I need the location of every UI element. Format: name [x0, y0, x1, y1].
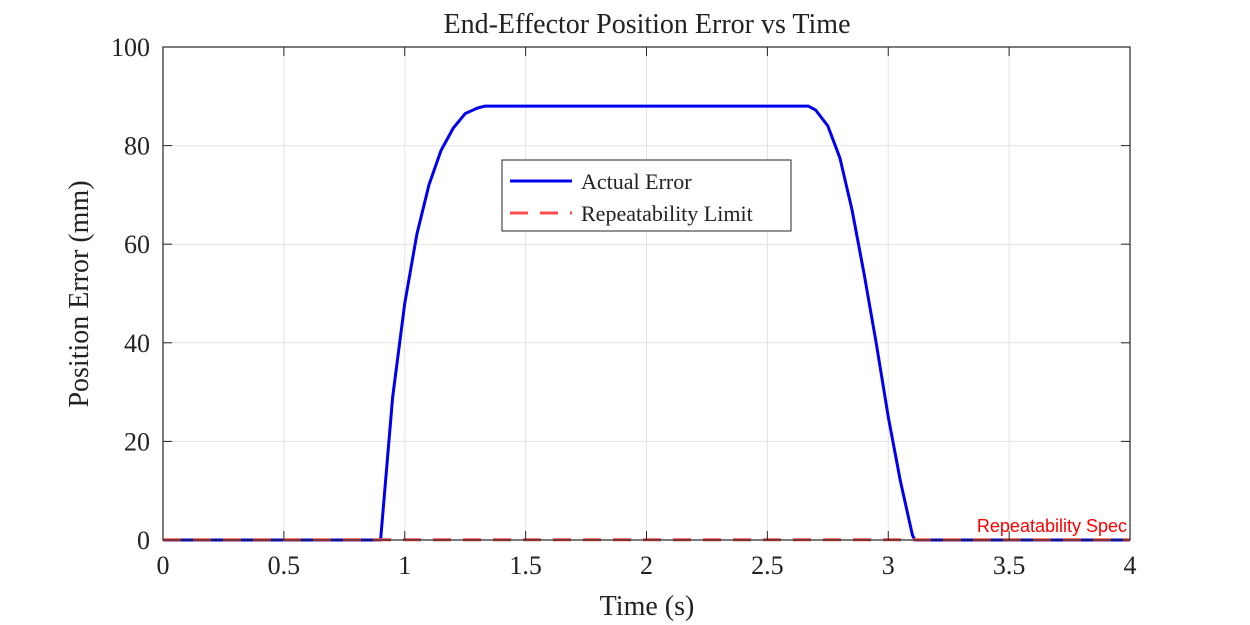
x-tick-label: 4 — [1124, 551, 1137, 580]
x-tick-label: 0 — [157, 551, 170, 580]
legend: Actual Error Repeatability Limit — [501, 159, 792, 232]
y-tick-label: 60 — [124, 230, 150, 259]
x-tick-label: 2 — [640, 551, 653, 580]
legend-label: Actual Error — [581, 169, 692, 194]
y-tick-label: 20 — [124, 427, 150, 456]
annotation-group: Repeatability Spec — [977, 516, 1127, 536]
x-tick-label: 3 — [882, 551, 895, 580]
y-tick-label: 0 — [137, 526, 150, 555]
actual-error-line — [163, 104, 1130, 542]
repeatability-spec-annotation: Repeatability Spec — [977, 516, 1127, 536]
chart-title: End-Effector Position Error vs Time — [443, 9, 850, 40]
x-axis-label: Time (s) — [600, 591, 695, 622]
y-tick-label: 100 — [111, 33, 150, 62]
y-tick-label: 40 — [124, 329, 150, 358]
legend-label: Repeatability Limit — [581, 201, 753, 226]
x-tick-label: 1.5 — [509, 551, 542, 580]
x-tick-label: 3.5 — [993, 551, 1026, 580]
legend-box — [501, 159, 792, 232]
y-tick-label: 80 — [124, 132, 150, 161]
x-tick-label: 2.5 — [751, 551, 784, 580]
x-tick-label: 1 — [398, 551, 411, 580]
y-axis-label: Position Error (mm) — [64, 180, 95, 407]
axes-group — [162, 46, 1131, 541]
x-tick-label: 0.5 — [268, 551, 301, 580]
